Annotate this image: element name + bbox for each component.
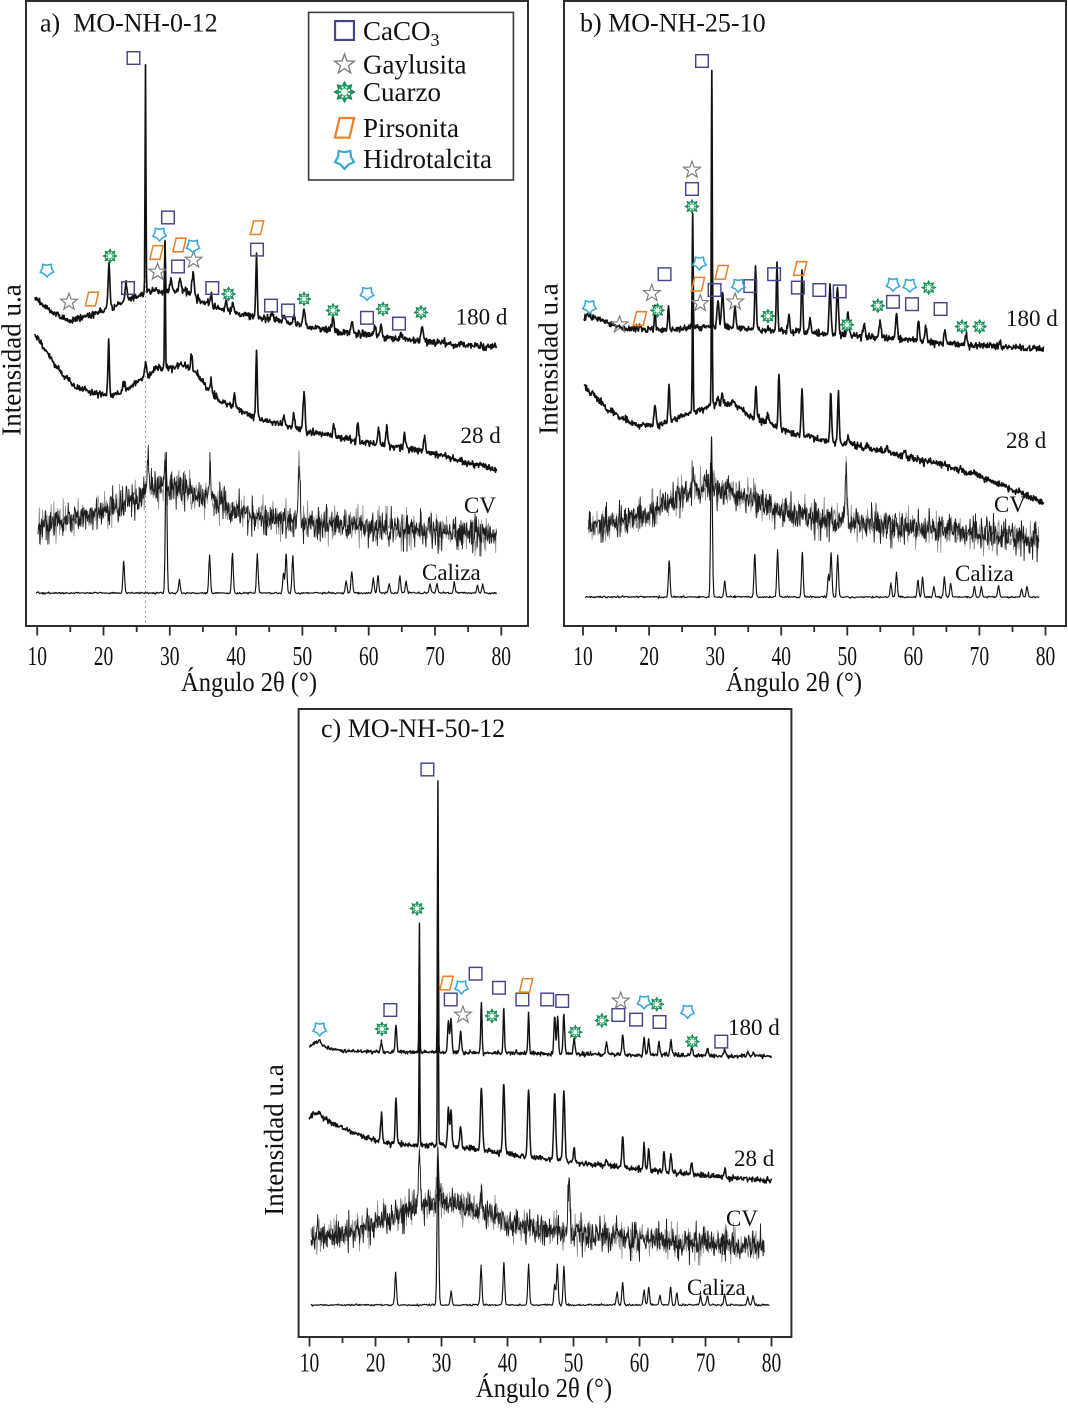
svg-text:Cuarzo: Cuarzo (363, 77, 441, 107)
svg-text:c) MO-NH-50-12: c) MO-NH-50-12 (321, 714, 505, 743)
svg-text:50: 50 (293, 641, 313, 671)
svg-text:10: 10 (27, 641, 47, 671)
svg-text:Caliza: Caliza (955, 561, 1014, 586)
svg-text:70: 70 (970, 641, 990, 671)
svg-text:30: 30 (160, 641, 180, 671)
svg-text:180 d: 180 d (456, 305, 508, 330)
svg-text:80: 80 (1036, 641, 1056, 671)
svg-text:CV: CV (994, 492, 1026, 517)
svg-text:b) MO-NH-25-10: b) MO-NH-25-10 (580, 9, 766, 38)
svg-text:CaCO3: CaCO3 (363, 16, 440, 50)
svg-text:a) MO-NH-0-12: a) MO-NH-0-12 (40, 9, 218, 38)
svg-text:40: 40 (771, 641, 791, 671)
svg-text:Caliza: Caliza (422, 560, 481, 585)
svg-text:28 d: 28 d (734, 1146, 775, 1171)
svg-text:10: 10 (573, 641, 593, 671)
svg-text:Ángulo 2θ (°): Ángulo 2θ (°) (476, 1373, 612, 1403)
svg-text:28 d: 28 d (1006, 428, 1047, 453)
svg-text:50: 50 (564, 1348, 584, 1378)
svg-text:20: 20 (639, 641, 659, 671)
svg-text:70: 70 (425, 641, 445, 671)
svg-text:60: 60 (904, 641, 924, 671)
svg-text:80: 80 (492, 641, 512, 671)
svg-text:20: 20 (94, 641, 114, 671)
svg-text:30: 30 (432, 1348, 452, 1378)
svg-text:Ángulo 2θ (°): Ángulo 2θ (°) (726, 667, 862, 697)
svg-text:180 d: 180 d (728, 1015, 780, 1040)
svg-text:Hidrotalcita: Hidrotalcita (363, 144, 492, 174)
svg-text:Intensidad u.a: Intensidad u.a (0, 284, 27, 435)
svg-text:180 d: 180 d (1006, 306, 1058, 331)
svg-text:Caliza: Caliza (687, 1275, 746, 1300)
svg-text:Pirsonita: Pirsonita (363, 113, 459, 143)
svg-text:40: 40 (498, 1348, 518, 1378)
svg-text:Intensidad u.a: Intensidad u.a (259, 1064, 289, 1215)
svg-text:60: 60 (359, 641, 379, 671)
svg-text:CV: CV (726, 1206, 758, 1231)
svg-text:10: 10 (300, 1348, 320, 1378)
svg-text:28 d: 28 d (461, 423, 502, 448)
svg-text:40: 40 (226, 641, 246, 671)
svg-text:30: 30 (705, 641, 725, 671)
svg-text:Gaylusita: Gaylusita (363, 50, 466, 80)
svg-text:20: 20 (366, 1348, 386, 1378)
svg-text:50: 50 (838, 641, 858, 671)
svg-text:Ángulo 2θ (°): Ángulo 2θ (°) (181, 667, 317, 697)
svg-text:CV: CV (464, 493, 496, 518)
svg-text:Intensidad u.a: Intensidad u.a (534, 283, 564, 434)
svg-text:70: 70 (696, 1348, 716, 1378)
svg-text:80: 80 (762, 1348, 782, 1378)
svg-text:60: 60 (630, 1348, 650, 1378)
